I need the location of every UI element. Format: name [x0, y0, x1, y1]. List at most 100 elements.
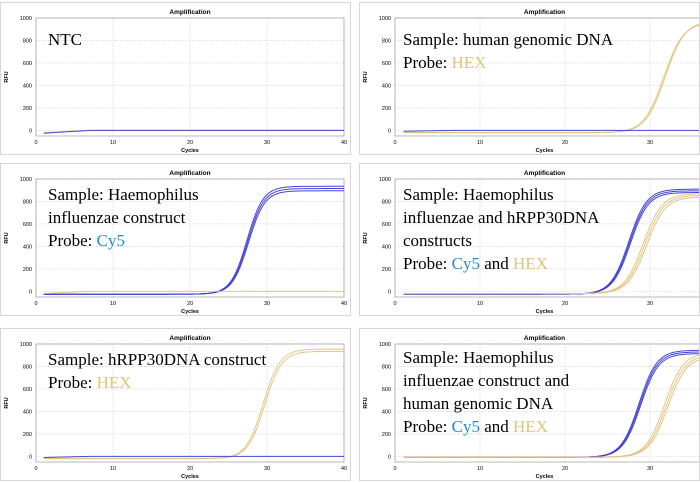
annotation-line: Probe: HEX [48, 371, 266, 394]
x-tick-label: 10 [110, 140, 116, 146]
annotation-text: constructs [403, 231, 472, 250]
panel-annotation: Sample: hRPP30DNA construct Probe: HEX [48, 348, 266, 394]
x-tick-label: 20 [187, 140, 193, 146]
y-tick-label: 0 [388, 289, 391, 295]
y-tick-label: 600 [382, 222, 391, 228]
y-tick-label: 200 [23, 267, 32, 273]
annotation-text: Probe: [403, 417, 452, 436]
annotation-text: and [479, 254, 514, 273]
panel-annotation: Sample: Haemophilus influenzae construct … [403, 346, 569, 438]
cy5-curve [43, 190, 344, 295]
x-tick-label: 20 [562, 140, 568, 146]
annotation-text: HEX [513, 417, 548, 436]
annotation-text: Sample: hRPP30DNA construct [48, 350, 267, 369]
x-tick-label: 0 [34, 301, 37, 307]
cy5-curve [43, 455, 344, 458]
x-tick-label: 40 [341, 301, 347, 307]
annotation-text: HEX [451, 53, 487, 72]
y-tick-label: 600 [23, 222, 32, 228]
annotation-line: NTC [48, 28, 82, 51]
x-axis-label: Cycles [536, 309, 554, 315]
y-tick-label: 400 [23, 409, 32, 415]
chart-title: Amplification [169, 335, 210, 342]
panel-annotation: Sample: human genomic DNA Probe: HEX [403, 28, 613, 74]
x-axis-label: Cycles [536, 474, 554, 480]
amplification-panel-human-genomic-dna: Amplification02004006008001000010203040C… [359, 2, 700, 155]
x-axis-label: Cycles [536, 148, 554, 154]
y-axis-label: RFU [363, 397, 369, 408]
x-tick-label: 0 [393, 466, 396, 472]
y-tick-label: 600 [23, 387, 32, 393]
chart-title: Amplification [524, 9, 565, 16]
annotation-line: Sample: hRPP30DNA construct [48, 348, 266, 371]
chart-title: Amplification [524, 335, 565, 342]
x-tick-label: 30 [264, 466, 270, 472]
annotation-text: Probe: [403, 53, 452, 72]
x-tick-label: 0 [393, 301, 396, 307]
amplification-panel-haemophilus-and-hrpp30: Amplification02004006008001000010203040C… [359, 163, 700, 316]
x-tick-label: 30 [647, 301, 653, 307]
chart-title: Amplification [169, 9, 210, 16]
amplification-plot: Amplification02004006008001000010203040C… [363, 9, 700, 154]
x-tick-label: 0 [393, 140, 396, 146]
annotation-text: Probe: [48, 373, 97, 392]
y-tick-label: 400 [23, 83, 32, 89]
x-axis-label: Cycles [181, 148, 199, 154]
y-tick-label: 800 [23, 364, 32, 370]
y-tick-label: 600 [382, 61, 391, 67]
x-tick-label: 20 [562, 466, 568, 472]
y-tick-label: 1000 [379, 16, 391, 22]
y-tick-label: 200 [382, 267, 391, 273]
x-tick-label: 0 [34, 140, 37, 146]
y-tick-label: 1000 [20, 177, 32, 183]
x-tick-label: 20 [562, 301, 568, 307]
annotation-line: influenzae and hRPP30DNA [403, 206, 599, 229]
y-tick-label: 200 [382, 106, 391, 112]
plot-area [35, 343, 345, 463]
y-tick-label: 0 [388, 454, 391, 460]
amplification-panel-ntc: Amplification 0 200 400 600 800 1000 0 10 20 30 40 C… [0, 2, 351, 155]
annotation-text: Sample: human genomic DNA [403, 30, 614, 49]
plot-area [35, 17, 345, 137]
amplification-panel-haemophilus-and-human-dna: Amplification02004006008001000010203040C… [359, 328, 700, 481]
y-tick-label: 1000 [379, 177, 391, 183]
x-tick-label: 40 [341, 140, 347, 146]
x-tick-label: 10 [110, 301, 116, 307]
x-tick-label: 40 [341, 466, 347, 472]
annotation-line: human genomic DNA [403, 392, 569, 415]
y-tick-label: 0 [29, 289, 32, 295]
annotation-line: Sample: Haemophilus [403, 346, 569, 369]
x-tick-label: 0 [34, 466, 37, 472]
annotation-text: Sample: Haemophilus [403, 185, 554, 204]
annotation-line: Sample: human genomic DNA [403, 28, 613, 51]
y-tick-label: 1000 [20, 16, 32, 22]
y-tick-label: 400 [382, 409, 391, 415]
annotation-text: Probe: [48, 231, 97, 250]
annotation-text: NTC [48, 30, 82, 49]
annotation-text: Sample: Haemophilus [48, 185, 199, 204]
annotation-text: and [479, 417, 514, 436]
x-tick-label: 30 [264, 140, 270, 146]
annotation-text: human genomic DNA [403, 394, 554, 413]
y-tick-label: 800 [23, 199, 32, 205]
x-axis-label: Cycles [181, 309, 199, 315]
amplification-plot: Amplification02004006008001000010203040C… [363, 335, 700, 480]
cy5-curve [403, 129, 700, 132]
annotation-line: Probe: Cy5 and HEX [403, 415, 569, 438]
annotation-line: constructs [403, 229, 599, 252]
y-tick-label: 200 [23, 106, 32, 112]
y-tick-label: 800 [382, 199, 391, 205]
y-tick-label: 400 [382, 83, 391, 89]
annotation-line: influenzae construct and [403, 369, 569, 392]
hex-curve [403, 358, 700, 458]
y-axis-label: RFU [363, 232, 369, 243]
hex-curve [43, 290, 344, 294]
annotation-line: Sample: Haemophilus [48, 183, 199, 206]
y-axis-label: RFU [4, 232, 10, 243]
x-tick-label: 20 [187, 301, 193, 307]
annotation-text: influenzae and hRPP30DNA [403, 208, 600, 227]
x-tick-label: 10 [110, 466, 116, 472]
